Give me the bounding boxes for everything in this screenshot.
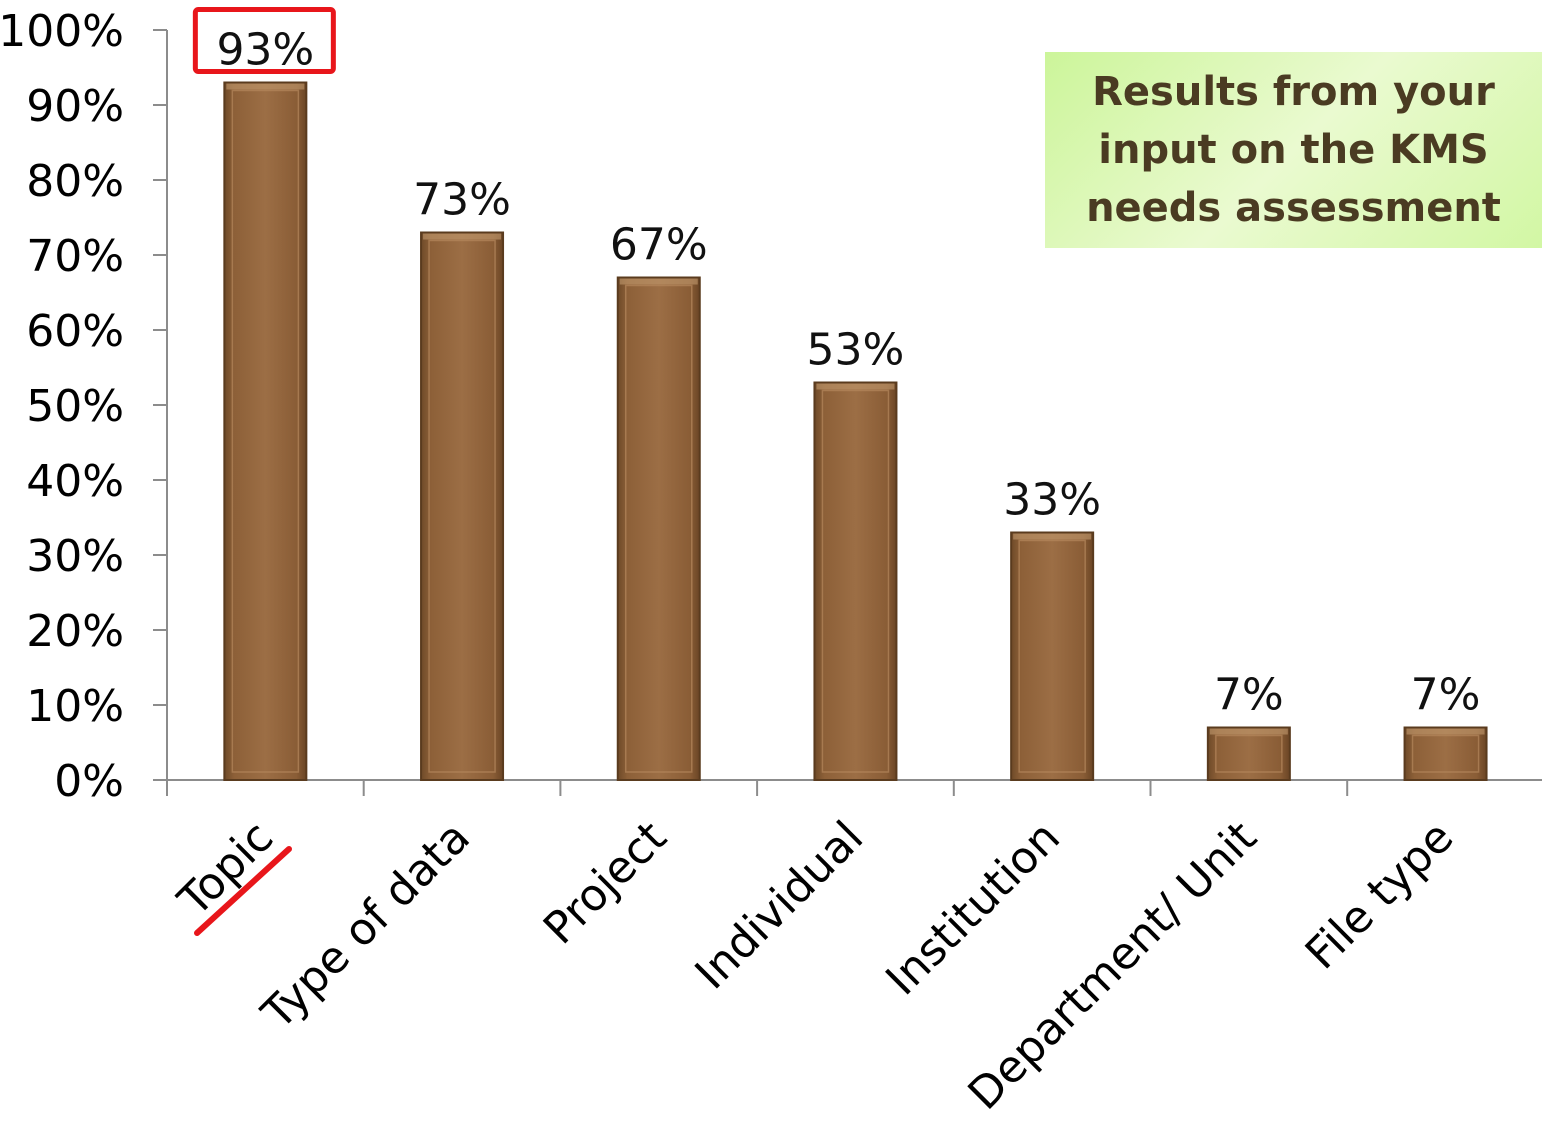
y-tick-label: 30% — [26, 531, 124, 582]
bar-top-highlight — [226, 83, 305, 90]
data-label: 33% — [1003, 475, 1101, 526]
bar-bevel — [231, 89, 300, 773]
bar-top-highlight — [816, 383, 895, 390]
bars — [223, 81, 1488, 781]
y-tick-label: 60% — [26, 306, 124, 357]
data-label: 7% — [1411, 670, 1481, 721]
bar — [223, 81, 308, 781]
y-tick-label: 90% — [26, 81, 124, 132]
bar-top-highlight — [423, 233, 502, 240]
y-tick-label: 20% — [26, 606, 124, 657]
category-label: Project — [534, 812, 677, 955]
bar-top-highlight — [1013, 533, 1092, 540]
y-tick-label: 80% — [26, 156, 124, 207]
bar — [420, 231, 505, 781]
y-tick-label: 0% — [54, 756, 124, 807]
y-tick-label: 50% — [26, 381, 124, 432]
bar-top-highlight — [1209, 728, 1288, 735]
data-label: 67% — [610, 220, 708, 271]
bar-bevel — [1411, 734, 1480, 773]
y-tick-label: 40% — [26, 456, 124, 507]
category-label: Institution — [876, 812, 1070, 1006]
category-label: Type of data — [252, 812, 480, 1040]
chart-title: Results from your input on the KMS needs… — [1086, 69, 1501, 231]
bar-top-highlight — [619, 278, 698, 285]
bar — [1010, 531, 1095, 781]
bar-bevel — [1215, 734, 1283, 773]
bar-bevel — [821, 389, 890, 773]
category-label: File type — [1296, 812, 1464, 980]
bar — [616, 276, 701, 781]
chart-title-box: Results from your input on the KMS needs… — [1045, 52, 1542, 248]
data-label: 53% — [807, 325, 905, 376]
highlight-box — [192, 7, 336, 74]
y-tick-label: 10% — [26, 681, 124, 732]
data-label: 73% — [413, 175, 511, 226]
bar-bevel — [625, 284, 693, 773]
data-label: 7% — [1214, 670, 1284, 721]
y-tick-label: 100% — [0, 6, 124, 57]
data-label: 93% — [216, 25, 314, 76]
highlight-underline — [194, 846, 292, 936]
bar-bevel — [428, 239, 496, 773]
bar-bevel — [1018, 539, 1086, 773]
bar — [813, 381, 898, 781]
y-tick-label: 70% — [26, 231, 124, 282]
bar-top-highlight — [1406, 728, 1485, 735]
category-label: Individual — [686, 812, 874, 1000]
axes: 0% 10% 20% 30% 40% 50% 60% 70% 80% 90% 100% — [0, 6, 1542, 807]
